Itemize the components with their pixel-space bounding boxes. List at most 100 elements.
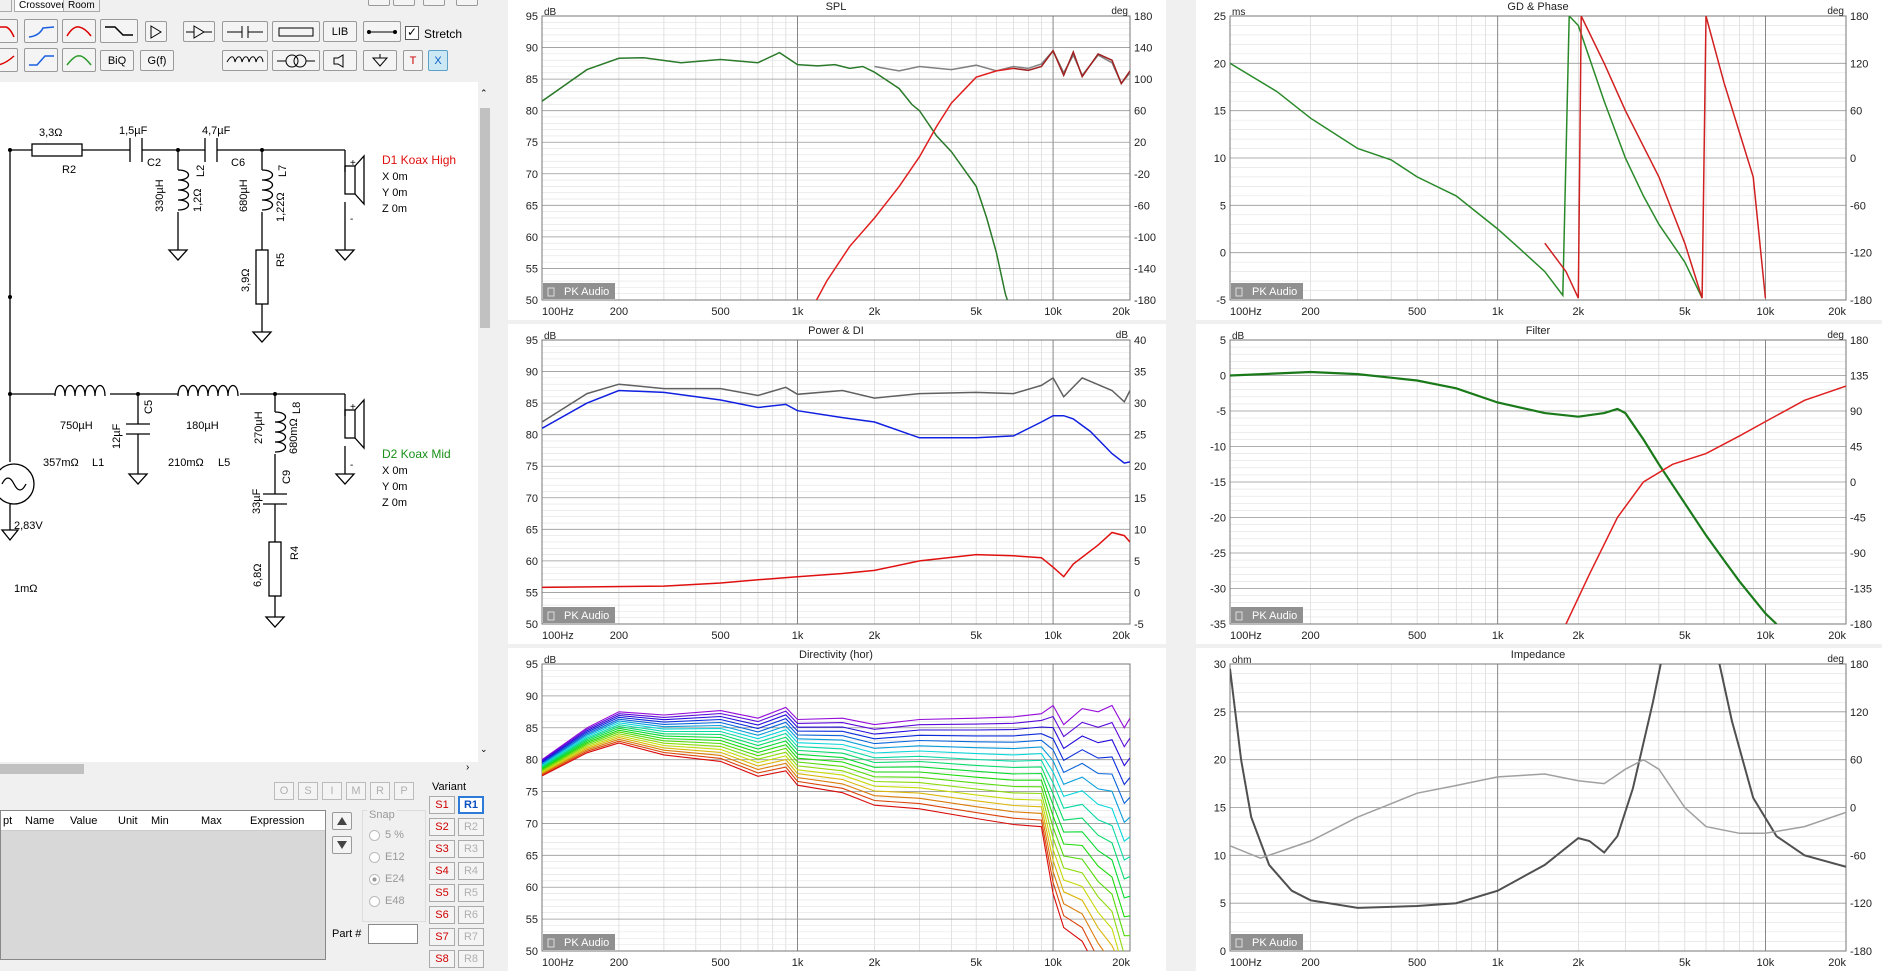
l7-value[interactable]: 680µH (238, 179, 250, 212)
variant-s1-button[interactable]: S1 (429, 796, 455, 814)
o-button[interactable]: O (274, 782, 294, 800)
variant-s8-button[interactable]: S8 (429, 950, 455, 968)
tab-room[interactable]: Room (63, 0, 100, 12)
gd-phase-chart[interactable]: GD & Phase ms deg 25 20 15 10 5 0 -5 180 120 60 0 -60 -… (1196, 0, 1882, 320)
spl-chart[interactable]: SPL dB deg 95 90 85 80 75 70 65 60 55 50 180 140 100 60 2… (508, 0, 1166, 320)
c6-value[interactable]: 4,7µF (202, 125, 231, 137)
resistor-icon[interactable] (272, 21, 320, 42)
l5-r[interactable]: 210mΩ (168, 457, 204, 469)
tab-crossover[interactable]: Crossover (14, 0, 70, 12)
l5-value[interactable]: 180µH (186, 420, 219, 432)
l8-r[interactable]: 680mΩ (288, 418, 300, 454)
window-button-d[interactable] (456, 0, 478, 6)
move-up-button[interactable] (332, 812, 352, 830)
s-button[interactable]: S (298, 782, 318, 800)
opamp-icon[interactable] (183, 21, 215, 42)
r5-value[interactable]: 3,9Ω (240, 268, 252, 292)
amplifier-icon[interactable] (145, 21, 167, 42)
library-button[interactable]: LIB (323, 21, 357, 42)
r-button[interactable]: R (370, 782, 390, 800)
col-unit[interactable]: Unit (118, 815, 138, 827)
variant-s7-button[interactable]: S7 (429, 928, 455, 946)
variant-s2-button[interactable]: S2 (429, 818, 455, 836)
window-button-c[interactable] (423, 0, 445, 6)
snap-5pct-radio[interactable]: 5 % (369, 829, 404, 841)
col-max[interactable]: Max (201, 815, 222, 827)
scroll-down-icon[interactable]: ⌄ (480, 744, 488, 754)
inductor-icon[interactable] (222, 50, 268, 71)
variant-r1-button[interactable]: R1 (458, 796, 484, 814)
window-button-a[interactable] (368, 0, 390, 6)
tab-partial[interactable] (0, 0, 12, 12)
filter-chart[interactable]: Filter dB deg 5 0 -5 -10 -15 -20 -25 -30 -35 180 135 9… (1196, 324, 1882, 644)
power-di-chart[interactable]: Power & DI dB dB 95 90 85 80 75 70 65 60 55 50 40 35 30… (508, 324, 1166, 644)
part-number-input[interactable] (368, 924, 418, 944)
schematic-hscroll[interactable]: › (0, 762, 478, 776)
variant-s4-button[interactable]: S4 (429, 862, 455, 880)
schematic-hscroll-thumb[interactable] (0, 764, 84, 774)
r2-value[interactable]: 3,3Ω (39, 127, 63, 139)
variant-r2-button[interactable]: R2 (458, 818, 484, 836)
scroll-right-icon[interactable]: › (466, 762, 470, 773)
speaker-icon[interactable] (323, 50, 357, 71)
snap-e24-radio[interactable]: E24 (369, 873, 405, 885)
m-button[interactable]: M (346, 782, 366, 800)
bandpass-red-icon[interactable] (62, 19, 96, 43)
bandpass-green-icon[interactable] (62, 48, 96, 72)
c9-value[interactable]: 33µF (251, 488, 263, 514)
l2-value[interactable]: 330µH (154, 179, 166, 212)
schematic-vscroll-thumb[interactable] (480, 108, 490, 328)
directivity-chart[interactable]: Directivity (hor) dB 95 90 85 80 75 70 65 60 55 50 1… (508, 648, 1166, 971)
r4-value[interactable]: 6,8Ω (252, 563, 264, 587)
col-name[interactable]: Name (25, 815, 55, 827)
col-expression[interactable]: Expression (250, 815, 305, 827)
transformer-icon[interactable] (272, 50, 320, 71)
window-button-b[interactable] (393, 0, 415, 6)
col-pt[interactable]: pt (3, 815, 13, 827)
c5-value[interactable]: 12µF (111, 423, 123, 449)
transfer-function-button[interactable]: G(f) (140, 50, 174, 71)
ground-icon[interactable] (363, 50, 397, 71)
c2-value[interactable]: 1,5µF (119, 125, 148, 137)
scroll-up-icon[interactable]: ⌃ (480, 88, 488, 98)
variant-r3-button[interactable]: R3 (458, 840, 484, 858)
variant-r8-button[interactable]: R8 (458, 950, 484, 968)
l8-value[interactable]: 270µH (253, 411, 265, 444)
schematic-vscroll[interactable]: ⌃ ⌄ (478, 82, 492, 762)
variant-s5-button[interactable]: S5 (429, 884, 455, 902)
snap-e48-radio[interactable]: E48 (369, 895, 405, 907)
delete-tool-button[interactable]: X (428, 50, 448, 71)
capacitor-icon[interactable] (222, 21, 268, 42)
parameter-table[interactable]: pt Name Value Unit Min Max Expression (0, 810, 326, 960)
l1-value[interactable]: 750µH (60, 420, 93, 432)
i-button[interactable]: I (322, 782, 342, 800)
l2-r[interactable]: 1,2Ω (192, 188, 204, 212)
text-tool-button[interactable]: T (403, 50, 423, 71)
highpass-blue-2-icon[interactable] (24, 48, 58, 72)
biquad-button[interactable]: BiQ (100, 50, 134, 71)
l7-r[interactable]: 1,22Ω (275, 192, 287, 222)
col-value[interactable]: Value (70, 815, 98, 827)
d2-name[interactable]: D2 Koax Mid (382, 447, 451, 461)
wire-icon[interactable] (363, 21, 401, 42)
variant-r5-button[interactable]: R5 (458, 884, 484, 902)
snap-e12-radio[interactable]: E12 (369, 851, 405, 863)
lowpass-red-icon[interactable] (0, 19, 18, 43)
col-min[interactable]: Min (151, 815, 169, 827)
l1-r[interactable]: 357mΩ (43, 457, 79, 469)
variant-s6-button[interactable]: S6 (429, 906, 455, 924)
lowpass-red-2-icon[interactable] (0, 48, 18, 72)
stretch-checkbox[interactable]: ✓ (405, 25, 419, 40)
p-button[interactable]: P (394, 782, 414, 800)
source-resistance[interactable]: 1mΩ (14, 583, 38, 595)
variant-s3-button[interactable]: S3 (429, 840, 455, 858)
variant-r6-button[interactable]: R6 (458, 906, 484, 924)
shelf-filter-icon[interactable] (100, 19, 138, 43)
source-voltage[interactable]: 2,83V (14, 520, 43, 532)
impedance-chart[interactable]: Impedance ohm deg 30 25 20 15 10 5 0 180 120 60 0 -60 -… (1196, 648, 1882, 971)
highpass-blue-icon[interactable] (24, 19, 58, 43)
d1-name[interactable]: D1 Koax High (382, 153, 456, 167)
variant-r7-button[interactable]: R7 (458, 928, 484, 946)
move-down-button[interactable] (332, 836, 352, 854)
variant-r4-button[interactable]: R4 (458, 862, 484, 880)
